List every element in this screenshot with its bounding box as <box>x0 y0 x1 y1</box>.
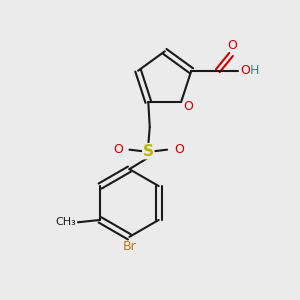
Text: O: O <box>113 143 123 156</box>
Text: O: O <box>228 39 238 52</box>
Text: O: O <box>174 143 184 156</box>
Text: CH₃: CH₃ <box>56 217 76 227</box>
Text: S: S <box>143 144 154 159</box>
Text: O: O <box>240 64 250 77</box>
Text: Br: Br <box>122 240 136 254</box>
Text: O: O <box>184 100 194 113</box>
Text: H: H <box>250 64 259 77</box>
